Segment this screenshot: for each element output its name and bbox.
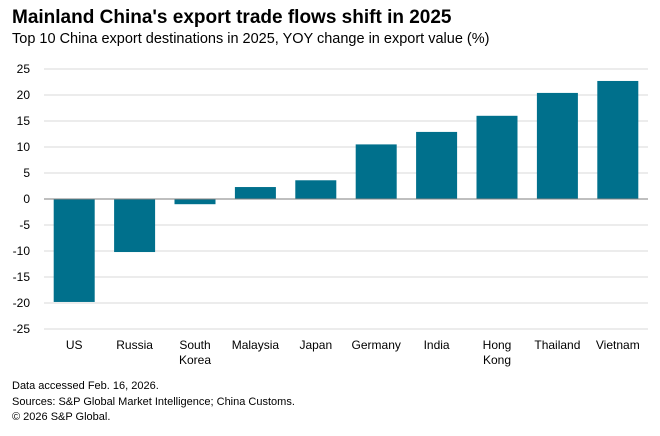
- y-tick-label: 25: [17, 62, 31, 76]
- y-tick-label: -10: [13, 244, 31, 258]
- bar: [355, 144, 397, 199]
- chart-title: Mainland China's export trade flows shif…: [12, 7, 452, 28]
- y-tick-label: -25: [13, 322, 31, 336]
- x-tick-label: Japan: [299, 338, 332, 352]
- x-tick-label: US: [66, 338, 83, 352]
- y-tick-label: -20: [13, 296, 31, 310]
- x-tick-label: Russia: [116, 338, 153, 352]
- sources-note: Sources: S&P Global Market Intelligence;…: [12, 395, 295, 408]
- y-tick-label: 0: [23, 192, 30, 206]
- bar: [597, 80, 639, 199]
- x-tick-label: Hong Kong: [483, 338, 512, 367]
- bar: [536, 92, 578, 199]
- bar: [476, 115, 518, 199]
- footnotes: Data accessed Feb. 16, 2026. Sources: S&…: [12, 379, 295, 426]
- x-tick-label: India: [424, 338, 450, 352]
- bar: [416, 131, 458, 199]
- y-tick-label: 20: [17, 88, 31, 102]
- bar: [114, 199, 156, 253]
- y-tick-label: 5: [23, 166, 30, 180]
- bar: [234, 187, 276, 199]
- y-tick-label: -15: [13, 270, 31, 284]
- x-tick-label: South Korea: [179, 338, 211, 367]
- x-tick-label: Vietnam: [596, 338, 640, 352]
- x-tick-label: Thailand: [534, 338, 580, 352]
- x-tick-label: Malaysia: [232, 338, 280, 352]
- chart-subtitle: Top 10 China export destinations in 2025…: [12, 31, 490, 47]
- data-accessed-note: Data accessed Feb. 16, 2026.: [12, 380, 159, 392]
- y-tick-label: 10: [17, 140, 31, 154]
- y-tick-label: 15: [17, 114, 31, 128]
- copyright-note: © 2026 S&P Global.: [12, 411, 111, 423]
- bar: [53, 199, 95, 302]
- y-tick-label: -5: [19, 218, 30, 232]
- bar: [174, 199, 216, 205]
- x-tick-label: Germany: [352, 338, 401, 352]
- bar: [295, 180, 337, 199]
